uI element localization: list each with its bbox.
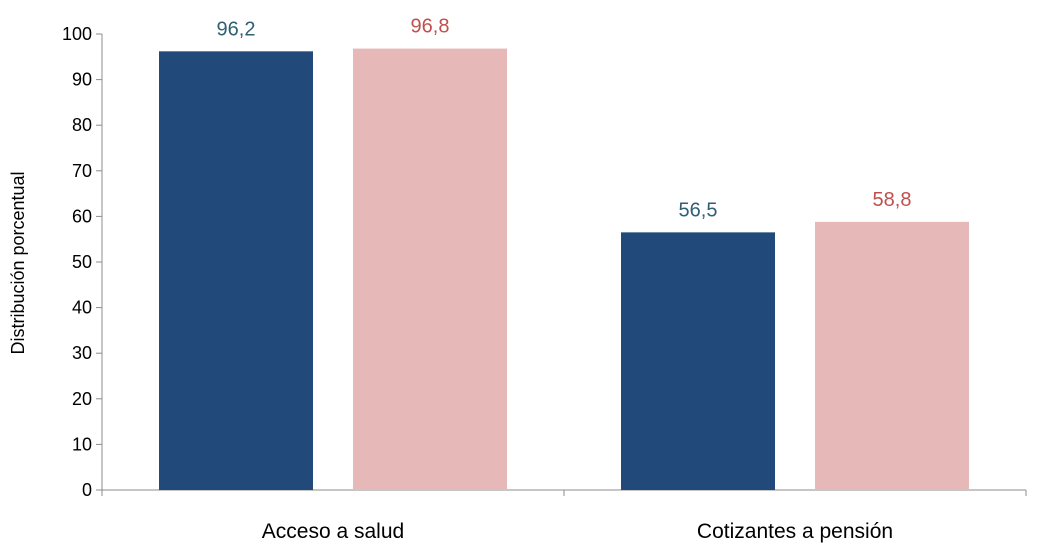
bar-value-label: 96,2 [217, 18, 256, 40]
y-tick-label: 40 [72, 298, 92, 318]
y-tick-label: 100 [62, 24, 92, 44]
y-tick-label: 0 [82, 480, 92, 500]
bars [159, 48, 969, 491]
bar [815, 221, 969, 490]
y-tick-label: 50 [72, 252, 92, 272]
y-axis-title: Distribución porcentual [8, 171, 28, 354]
bar [159, 51, 313, 490]
x-category-label: Acceso a salud [262, 520, 404, 543]
y-tick-label: 20 [72, 389, 92, 409]
y-tick-label: 70 [72, 161, 92, 181]
y-tick-label: 80 [72, 115, 92, 135]
bar-value-label: 56,5 [679, 199, 718, 221]
y-tick-label: 30 [72, 343, 92, 363]
bar [353, 48, 507, 490]
bar [621, 232, 775, 491]
y-tick-label: 90 [72, 70, 92, 90]
y-axis: 0 10 20 30 40 50 60 70 80 90 100 [62, 24, 103, 500]
y-tick-label: 10 [72, 434, 92, 454]
data-labels: 96,2 96,8 56,5 58,8 [217, 16, 912, 222]
bar-value-label: 96,8 [411, 16, 450, 38]
x-category-label: Cotizantes a pensión [697, 520, 893, 543]
y-tick-label: 60 [72, 206, 92, 226]
x-axis: Acceso a salud Cotizantes a pensión [101, 489, 1027, 543]
bar-value-label: 58,8 [873, 189, 912, 211]
